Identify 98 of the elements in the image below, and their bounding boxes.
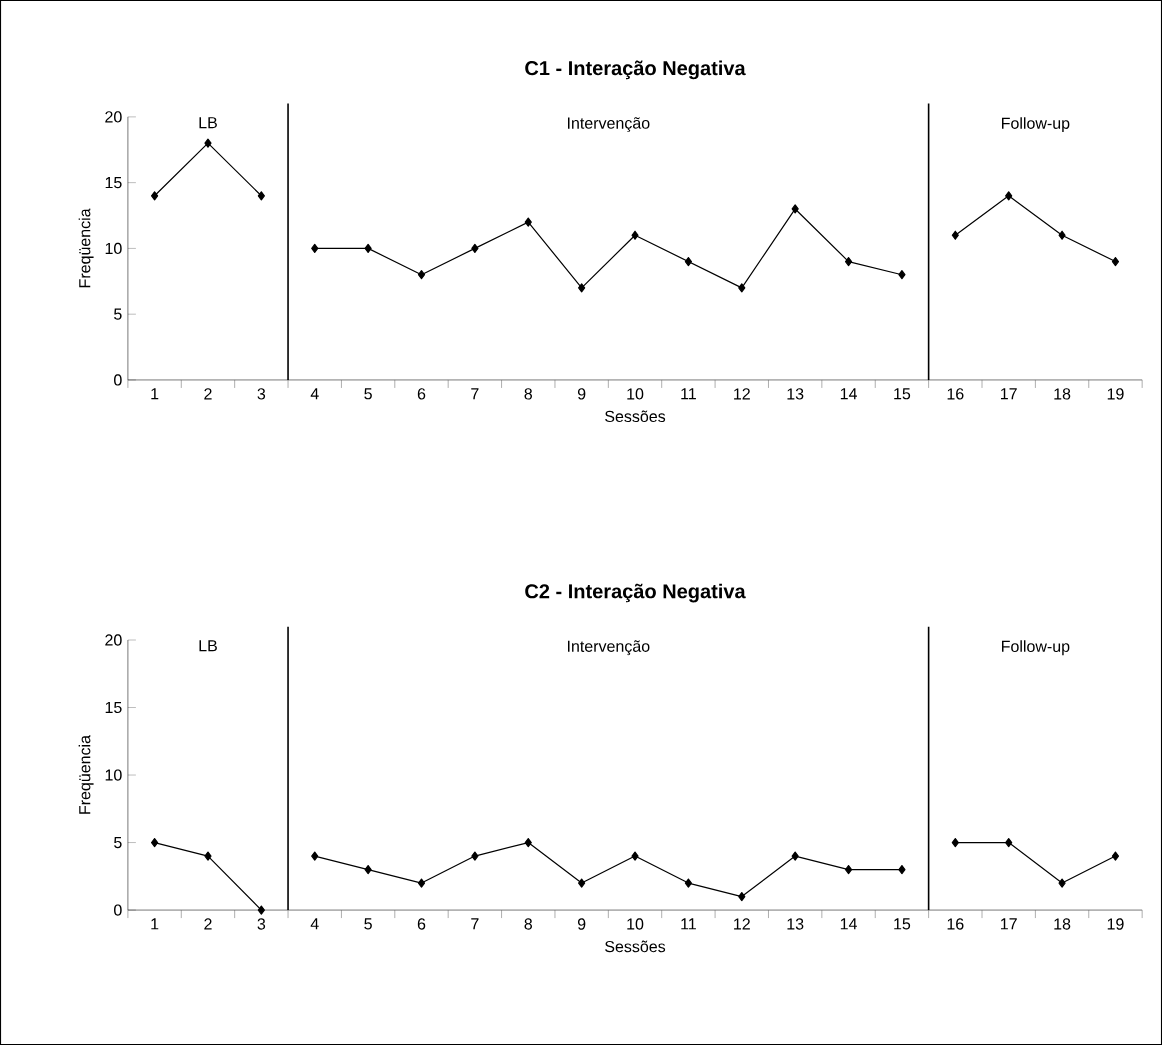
point: [204, 851, 212, 861]
x-axis-title: Sessões: [605, 940, 666, 953]
point: [951, 230, 959, 240]
point: [844, 864, 853, 875]
x-tick-label: 3: [257, 388, 266, 400]
point: [684, 256, 693, 267]
point: [471, 243, 479, 254]
x-tick-label: 17: [1001, 388, 1017, 400]
x-tick-label: 12: [734, 918, 750, 930]
point: [791, 204, 799, 214]
y-axis-title: Freqüencia: [78, 208, 94, 288]
point: [1058, 878, 1066, 888]
x-axis-title: Sessões: [605, 410, 666, 423]
x-tick-label: 9: [577, 918, 586, 930]
annotation: Follow-up: [1002, 640, 1070, 656]
y-tick-label: 10: [105, 769, 122, 781]
y-tick-label: 5: [114, 836, 122, 849]
point: [150, 191, 159, 201]
x-tick-label: 7: [471, 388, 479, 400]
y-tick-label: 0: [114, 904, 122, 916]
x-tick-label: 10: [627, 388, 644, 400]
point: [150, 837, 159, 848]
point: [1058, 230, 1066, 240]
point: [578, 283, 586, 293]
x-tick-label: 13: [787, 388, 804, 400]
point: [1111, 851, 1120, 861]
y-tick-label: 20: [105, 111, 122, 123]
x-tick-label: 17: [1001, 918, 1017, 930]
x-tick-label: 14: [840, 388, 857, 400]
x-tick-label: 16: [947, 388, 964, 400]
x-tick-label: 11: [681, 918, 696, 930]
x-tick-label: 11: [681, 388, 696, 400]
y-tick-label: 5: [114, 308, 122, 320]
point: [951, 837, 959, 848]
point: [524, 837, 532, 848]
x-tick-label: 19: [1107, 388, 1124, 400]
x-tick-label: 1: [151, 918, 159, 930]
point: [738, 891, 746, 902]
point: [364, 864, 372, 875]
annotation: Intervenção: [568, 640, 650, 656]
x-tick-label: 9: [577, 388, 586, 400]
point: [204, 138, 212, 148]
point: [364, 243, 372, 254]
x-tick-label: 19: [1107, 918, 1124, 930]
point: [631, 230, 639, 240]
x-tick-label: 15: [894, 388, 911, 400]
x-tick-label: 18: [1054, 388, 1071, 400]
x-tick-label: 5: [364, 918, 372, 930]
point: [844, 256, 853, 267]
annotation: LB: [199, 640, 217, 652]
x-tick-label: 13: [787, 918, 804, 930]
x-tick-label: 2: [204, 388, 212, 400]
annotation: Follow-up: [1002, 117, 1070, 133]
point: [791, 851, 799, 861]
x-tick-label: 7: [471, 918, 479, 930]
y-tick-label: 20: [105, 634, 122, 646]
point: [1005, 837, 1013, 848]
point: [311, 851, 319, 861]
point: [311, 243, 319, 254]
x-tick-label: 10: [627, 918, 644, 930]
chart-title: C1 - Interação Negativa: [525, 60, 746, 80]
point: [684, 878, 693, 888]
x-tick-label: 6: [417, 388, 426, 400]
x-tick-label: 8: [524, 388, 533, 400]
point: [898, 864, 906, 875]
point: [631, 851, 639, 861]
x-tick-label: 16: [947, 918, 964, 930]
point: [898, 270, 906, 280]
point: [524, 217, 532, 227]
y-tick-label: 0: [114, 374, 122, 386]
x-tick-label: 6: [417, 918, 426, 930]
point: [257, 191, 265, 201]
point: [417, 878, 426, 888]
point: [257, 905, 265, 915]
x-tick-label: 15: [894, 918, 911, 930]
point: [471, 851, 479, 861]
y-axis-title: Freqüencia: [78, 735, 94, 814]
x-tick-label: 4: [310, 918, 319, 930]
point: [1111, 256, 1120, 267]
x-tick-label: 8: [524, 918, 533, 930]
point: [1005, 191, 1013, 201]
x-tick-label: 18: [1054, 918, 1071, 930]
point: [578, 878, 586, 888]
y-tick-label: 15: [105, 177, 122, 189]
x-tick-label: 12: [734, 388, 750, 400]
point: [738, 283, 746, 293]
chart-title: C2 - Interação Negativa: [525, 583, 746, 603]
y-tick-label: 15: [105, 701, 122, 714]
annotation: LB: [199, 117, 217, 129]
annotation: Intervenção: [568, 117, 650, 133]
x-tick-label: 3: [257, 918, 266, 930]
x-tick-label: 4: [310, 388, 319, 400]
point: [417, 270, 426, 280]
x-tick-label: 2: [204, 918, 212, 930]
y-tick-label: 10: [105, 242, 122, 255]
x-tick-label: 14: [840, 918, 857, 930]
x-tick-label: 5: [364, 388, 372, 400]
x-tick-label: 1: [151, 388, 159, 400]
